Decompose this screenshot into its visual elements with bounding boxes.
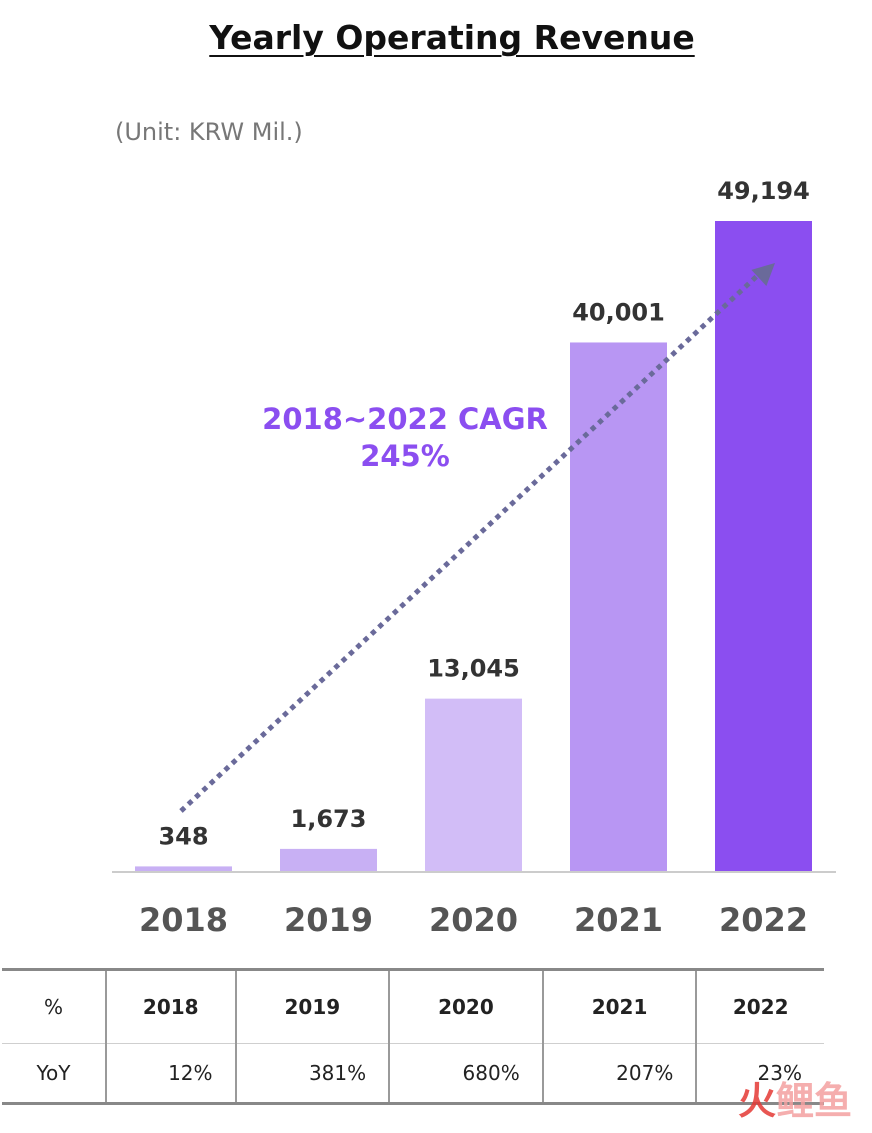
unit-label: (Unit: KRW Mil.)	[115, 118, 303, 146]
bar-2021	[570, 342, 667, 871]
bar-chart: 348 2018 1,673 2019 13,045 2020 40,001 2021 49,1…	[112, 177, 836, 939]
cagr-arrow-head	[751, 263, 775, 287]
table-year-header: 2022	[696, 968, 824, 1044]
table-row: YoY 12% 381% 680% 207% 23%	[2, 1043, 824, 1105]
bar-2018	[135, 866, 232, 871]
yoy-value: 381%	[235, 1043, 391, 1105]
x-tick-label-2018: 2018	[139, 901, 228, 939]
yoy-table: % 2018 2019 2020 2021 2022 YoY 12% 381% …	[2, 968, 824, 1105]
x-tick-label-2020: 2020	[429, 901, 518, 939]
table-year-header: 2021	[542, 968, 698, 1044]
data-label-2021: 40,001	[572, 298, 665, 326]
table-year-header: 2019	[235, 968, 391, 1044]
data-label-2020: 13,045	[427, 655, 520, 683]
bar-2020	[425, 698, 522, 871]
bar-2022	[715, 221, 812, 871]
yoy-value: 23%	[696, 1043, 824, 1105]
x-tick-label-2019: 2019	[284, 901, 373, 939]
x-tick-label-2022: 2022	[719, 901, 808, 939]
data-label-2022: 49,194	[717, 177, 810, 205]
table-header-row: % 2018 2019 2020 2021 2022	[2, 968, 824, 1044]
cagr-annotation-line2: 245%	[360, 439, 450, 473]
table-corner-cell: %	[2, 968, 107, 1044]
yoy-value: 207%	[542, 1043, 698, 1105]
data-label-2019: 1,673	[291, 805, 367, 833]
yoy-row-label: YoY	[2, 1043, 107, 1105]
chart-title: Yearly Operating Revenue	[209, 18, 695, 57]
watermark-logo: 火鲤鱼	[737, 1079, 852, 1123]
yoy-value: 680%	[389, 1043, 544, 1105]
data-label-2018: 348	[158, 822, 208, 850]
cagr-annotation-line1: 2018~2022 CAGR	[262, 402, 548, 436]
x-tick-label-2021: 2021	[574, 901, 663, 939]
table-year-header: 2018	[106, 968, 237, 1044]
table-year-header: 2020	[389, 968, 544, 1044]
bar-2019	[280, 848, 377, 871]
cagr-trend-arrow	[179, 274, 759, 813]
yoy-value: 12%	[106, 1043, 237, 1105]
